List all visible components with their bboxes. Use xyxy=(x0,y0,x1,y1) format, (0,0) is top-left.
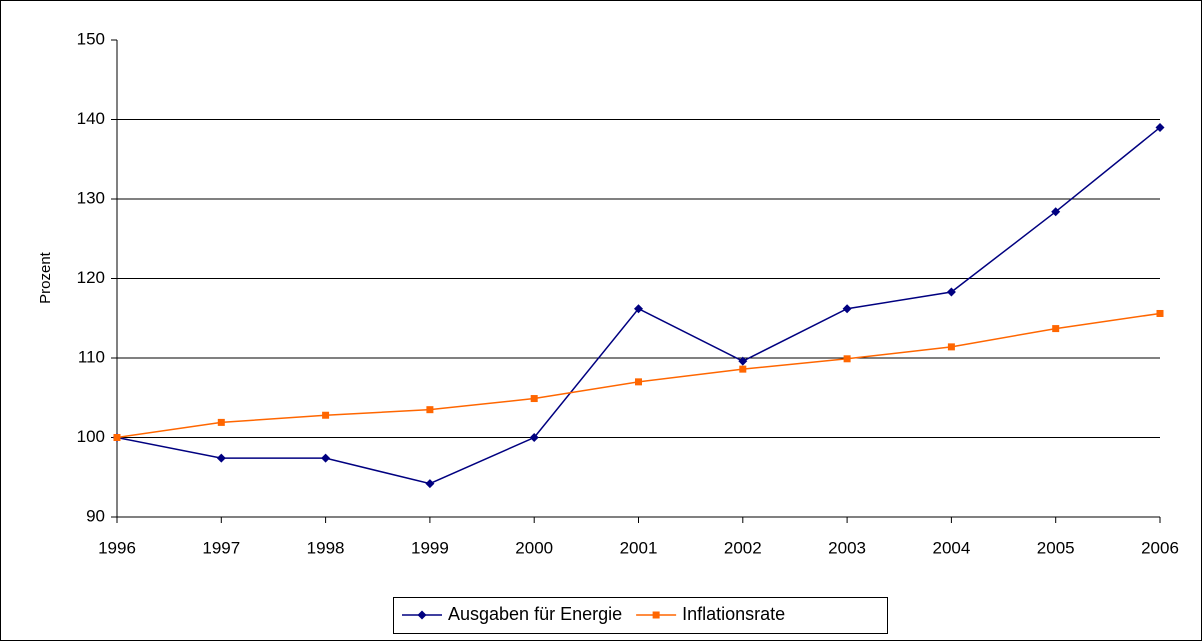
data-point xyxy=(635,378,642,386)
data-point xyxy=(113,434,121,441)
data-point xyxy=(946,287,956,297)
data-point xyxy=(426,406,434,414)
x-tick-label: 1997 xyxy=(202,538,240,557)
legend-label: Ausgaben für Energie xyxy=(448,604,622,624)
data-point xyxy=(530,395,538,403)
x-tick-label: 1996 xyxy=(98,538,136,557)
x-tick-label: 2001 xyxy=(620,538,658,557)
y-tick-label: 120 xyxy=(77,268,105,287)
data-point xyxy=(529,433,539,442)
y-tick-label: 90 xyxy=(86,506,105,525)
data-point xyxy=(739,365,747,373)
legend-marker xyxy=(417,610,427,620)
data-point xyxy=(843,355,851,363)
x-tick-label: 2004 xyxy=(932,538,970,557)
x-tick-label: 2003 xyxy=(828,538,866,557)
data-point xyxy=(738,356,748,366)
data-point xyxy=(321,453,331,463)
data-point xyxy=(425,479,435,489)
y-tick-label: 130 xyxy=(77,188,105,207)
legend-label: Inflationsrate xyxy=(682,604,785,624)
data-point xyxy=(1052,325,1060,333)
y-tick-label: 140 xyxy=(77,109,105,128)
data-point xyxy=(322,411,330,419)
data-point xyxy=(842,304,852,314)
data-point xyxy=(1156,309,1164,317)
x-tick-label: 2005 xyxy=(1037,538,1075,557)
x-tick-label: 1999 xyxy=(411,538,449,557)
x-tick-label: 2000 xyxy=(515,538,553,557)
x-tick-label: 2002 xyxy=(724,538,762,557)
legend-marker xyxy=(652,611,660,619)
data-point xyxy=(1155,122,1165,132)
x-tick-label: 2006 xyxy=(1141,538,1179,557)
y-tick-label: 150 xyxy=(77,29,105,48)
y-axis-label: Prozent xyxy=(37,251,54,304)
data-point xyxy=(947,343,955,351)
data-point xyxy=(216,453,226,463)
y-tick-label: 110 xyxy=(78,347,105,366)
data-point xyxy=(634,304,643,314)
data-point xyxy=(217,418,225,426)
x-tick-label: 1998 xyxy=(307,538,345,557)
y-tick-label: 100 xyxy=(77,427,105,446)
data-point xyxy=(1051,207,1061,217)
